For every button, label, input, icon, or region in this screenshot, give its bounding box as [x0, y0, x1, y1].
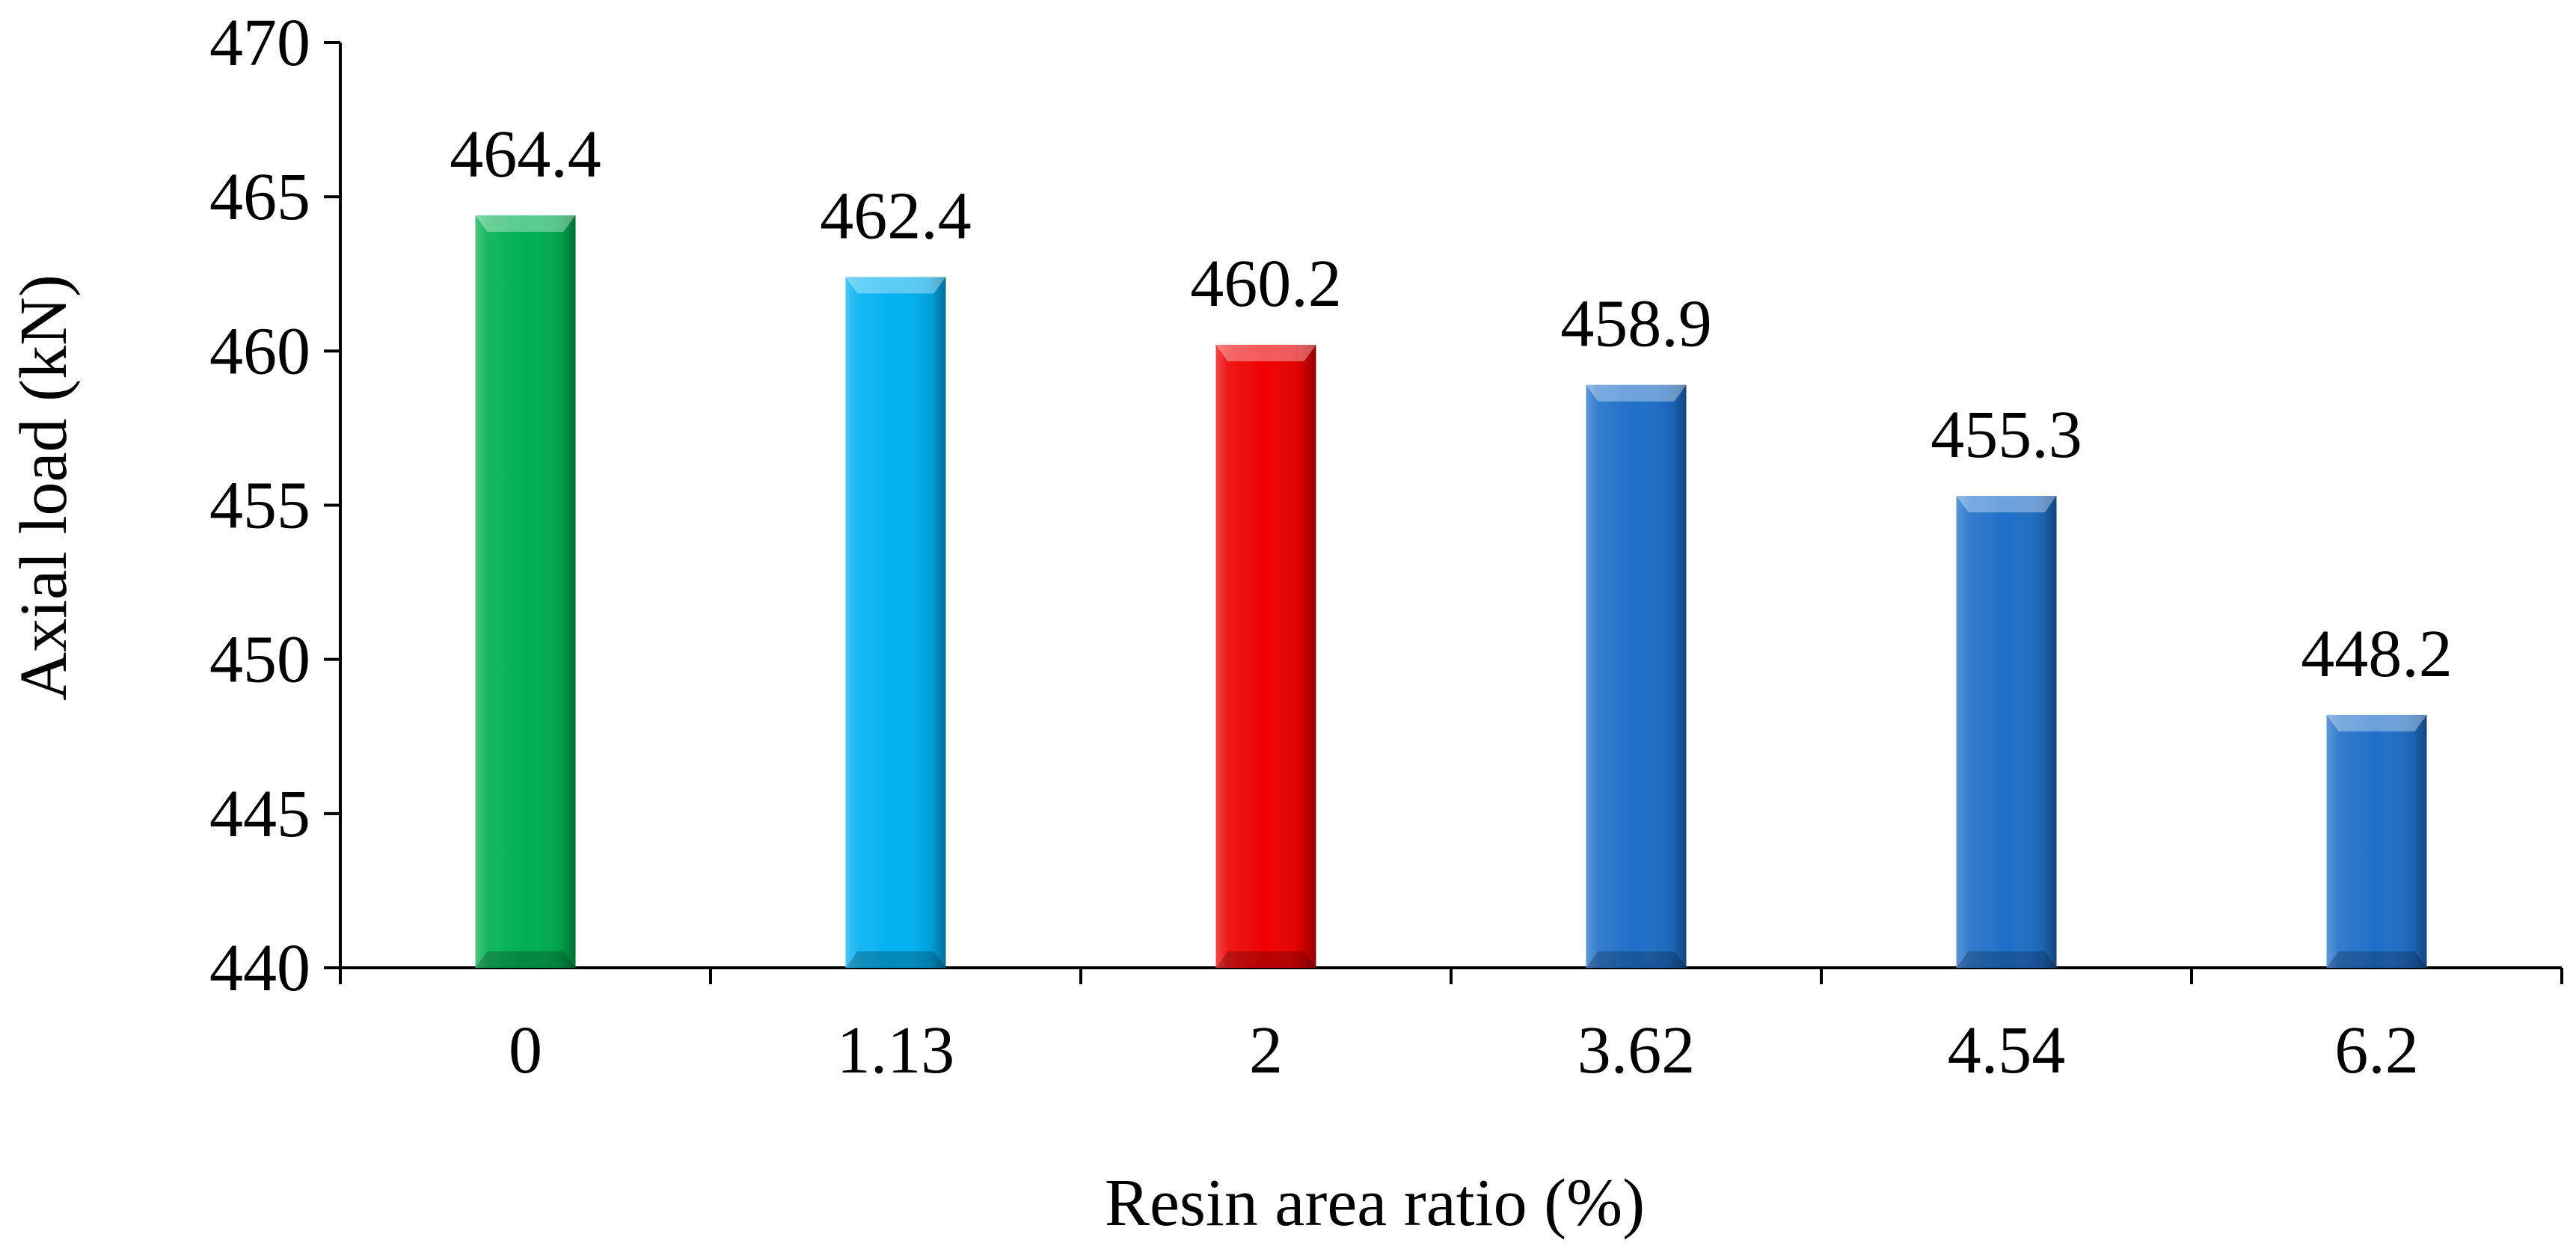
bar-shading — [1586, 384, 1687, 968]
data-label: 462.4 — [820, 179, 972, 253]
y-axis: 440 445 450 455 460 465 470 — [209, 6, 342, 1005]
x-axis-title: Resin area ratio (%) — [1105, 1166, 1645, 1240]
bar-bevel-top — [475, 215, 576, 232]
bar-bevel-bottom — [1956, 951, 2057, 968]
bar-bevel-bottom — [475, 951, 576, 968]
x-tick-label: 6.2 — [2334, 1013, 2419, 1087]
bar-4.54 — [1956, 496, 2057, 968]
y-tick-label: 470 — [209, 6, 310, 80]
data-label: 455.3 — [1931, 398, 2082, 472]
bar-bevel-bottom — [1586, 951, 1687, 968]
y-tick-label: 455 — [209, 469, 310, 543]
y-tick-label: 445 — [209, 777, 310, 851]
bar-0 — [475, 215, 576, 968]
x-tick-label: 4.54 — [1948, 1013, 2066, 1087]
bar-3.62 — [1586, 384, 1687, 968]
data-label: 458.9 — [1560, 287, 1712, 361]
bar-bevel-bottom — [2326, 951, 2427, 968]
bar-bevel-top — [1956, 496, 2057, 513]
bar-6.2 — [2326, 714, 2427, 968]
y-tick-label: 440 — [209, 931, 310, 1005]
x-tick-label: 0 — [509, 1013, 542, 1087]
bar-bevel-top — [1215, 345, 1316, 362]
bar-bevel-top — [2326, 714, 2427, 731]
y-ticks: 440 445 450 455 460 465 470 — [209, 6, 340, 1005]
bar-bevel-bottom — [1215, 951, 1316, 968]
y-axis-title: Axial load (kN) — [7, 274, 81, 701]
data-label: 464.4 — [450, 117, 601, 191]
bar-bevel-top — [1586, 384, 1687, 402]
bar-1.13 — [845, 277, 946, 969]
data-label: 460.2 — [1190, 247, 1342, 321]
data-labels: 464.4 462.4 460.2 458.9 455.3 448.2 — [450, 117, 2453, 691]
x-ticks: 0 1.13 2 3.62 4.54 6.2 — [339, 968, 2563, 1087]
x-tick-label: 2 — [1249, 1013, 1283, 1087]
x-axis: 0 1.13 2 3.62 4.54 6.2 — [339, 966, 2563, 1087]
bar-shading — [1215, 345, 1316, 968]
bar-shading — [845, 277, 946, 969]
y-tick-label: 465 — [209, 160, 310, 234]
bar-bevel-bottom — [845, 951, 946, 968]
y-tick-label: 450 — [209, 623, 310, 697]
bars — [475, 215, 2427, 969]
bar-shading — [475, 215, 576, 968]
data-label: 448.2 — [2301, 617, 2453, 691]
x-tick-label: 3.62 — [1577, 1013, 1696, 1087]
bar-bevel-top — [845, 277, 946, 294]
bar-shading — [1956, 496, 2057, 968]
y-tick-label: 460 — [209, 314, 310, 388]
bar-shading — [2326, 714, 2427, 968]
bar-2 — [1215, 345, 1316, 968]
x-tick-label: 1.13 — [837, 1013, 955, 1087]
